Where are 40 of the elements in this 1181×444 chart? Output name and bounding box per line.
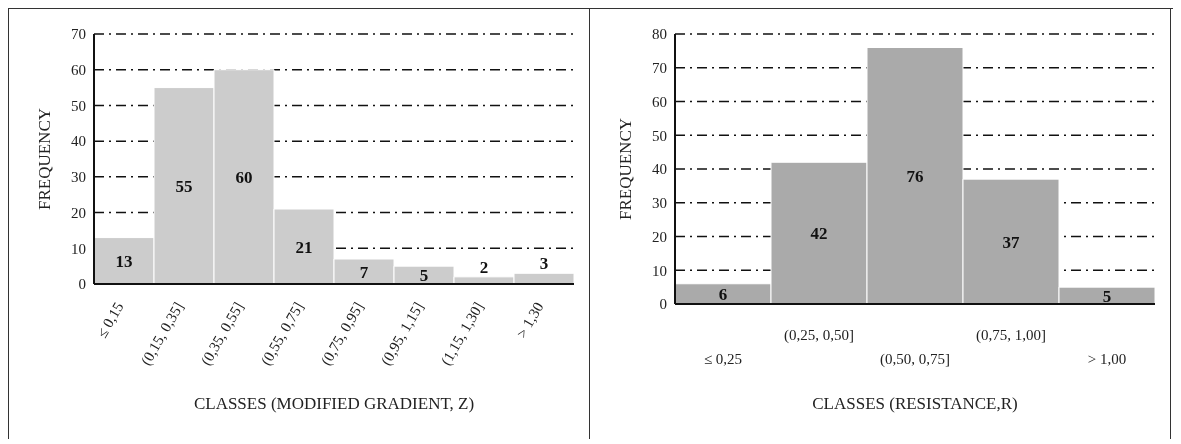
y-tick-label: 10 [71,240,86,257]
data-label: 5 [419,266,429,286]
y-tick-label: 20 [652,228,667,245]
x-tick-label: (0,25, 0,50] [784,327,854,344]
x-tick-label: > 1,00 [1087,351,1127,367]
y-tick-label: 50 [71,97,86,114]
y-tick-label: 80 [652,26,667,43]
data-label: 7 [359,262,369,282]
data-label: 2 [479,257,489,277]
data-label: 13 [115,251,133,271]
data-label: 76 [906,166,924,186]
y-axis-title: FREQUENCY [35,107,55,211]
y-tick-label: 70 [652,60,667,77]
x-tick-label: ≤ 0,25 [703,351,743,367]
y-tick-label: 0 [78,276,86,293]
y-tick-label: 30 [71,169,86,186]
y-axis-title: FREQUENCY [616,117,636,221]
y-tick-label: 70 [71,26,86,43]
data-label: 6 [718,284,728,304]
x-tick-label: (0,75, 1,00] [976,327,1046,344]
data-label: 55 [175,176,193,196]
data-label: 5 [1102,286,1112,306]
x-axis-title: CLASSES (RESISTANCE,R) [812,394,1018,413]
y-tick-label: 60 [652,93,667,110]
y-tick-label: 0 [659,296,667,313]
y-tick-label: 40 [652,161,667,178]
data-label: 21 [295,237,313,257]
x-tick-label: ≤ 0,15 [93,299,127,341]
y-tick-label: 40 [71,133,86,150]
x-axis-title: CLASSES (MODIFIED GRADIENT, Z) [193,394,475,413]
data-label: 60 [235,167,253,187]
data-label: 3 [539,254,549,274]
y-tick-label: 60 [71,62,86,79]
y-tick-label: 50 [652,127,667,144]
x-tick-label: (0,50, 0,75] [880,351,950,368]
data-label: 42 [810,224,828,244]
data-label: 37 [1002,232,1020,252]
y-tick-label: 30 [652,195,667,212]
y-tick-label: 20 [71,204,86,221]
y-tick-label: 10 [652,262,667,279]
